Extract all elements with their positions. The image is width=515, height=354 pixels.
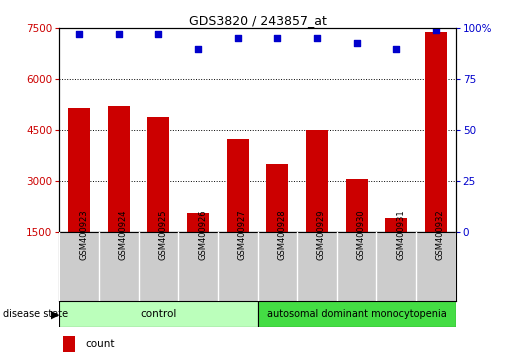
Point bbox=[75, 32, 83, 37]
Bar bbox=[425, 32, 447, 232]
Text: GSM400923: GSM400923 bbox=[79, 209, 88, 260]
Text: GSM400932: GSM400932 bbox=[436, 209, 445, 260]
Text: GSM400931: GSM400931 bbox=[397, 209, 405, 260]
Bar bbox=[59, 301, 258, 327]
Point bbox=[432, 28, 440, 33]
Bar bbox=[258, 301, 456, 327]
Point bbox=[313, 36, 321, 41]
Bar bbox=[306, 130, 328, 232]
Text: GSM400930: GSM400930 bbox=[356, 209, 366, 260]
Bar bbox=[63, 336, 75, 352]
Title: GDS3820 / 243857_at: GDS3820 / 243857_at bbox=[188, 14, 327, 27]
Text: GSM400929: GSM400929 bbox=[317, 209, 326, 260]
Text: count: count bbox=[85, 339, 114, 349]
Point bbox=[352, 40, 360, 45]
Bar bbox=[187, 213, 209, 232]
Bar bbox=[68, 108, 90, 232]
Bar bbox=[266, 164, 288, 232]
Point bbox=[194, 46, 202, 52]
Text: ▶: ▶ bbox=[52, 309, 60, 319]
Bar bbox=[147, 116, 169, 232]
Text: GSM400925: GSM400925 bbox=[159, 209, 167, 260]
Text: GSM400924: GSM400924 bbox=[118, 209, 128, 260]
Point bbox=[154, 32, 163, 37]
Text: autosomal dominant monocytopenia: autosomal dominant monocytopenia bbox=[267, 309, 447, 319]
Text: GSM400927: GSM400927 bbox=[238, 209, 247, 260]
Text: disease state: disease state bbox=[3, 309, 67, 319]
Point bbox=[392, 46, 401, 52]
Point bbox=[234, 36, 242, 41]
Bar bbox=[227, 138, 249, 232]
Bar bbox=[385, 218, 407, 232]
Point bbox=[273, 36, 281, 41]
Point bbox=[114, 32, 123, 37]
Bar bbox=[108, 106, 130, 232]
Text: GSM400928: GSM400928 bbox=[277, 209, 286, 260]
Text: control: control bbox=[140, 309, 177, 319]
Bar bbox=[346, 179, 368, 232]
Text: GSM400926: GSM400926 bbox=[198, 209, 207, 260]
